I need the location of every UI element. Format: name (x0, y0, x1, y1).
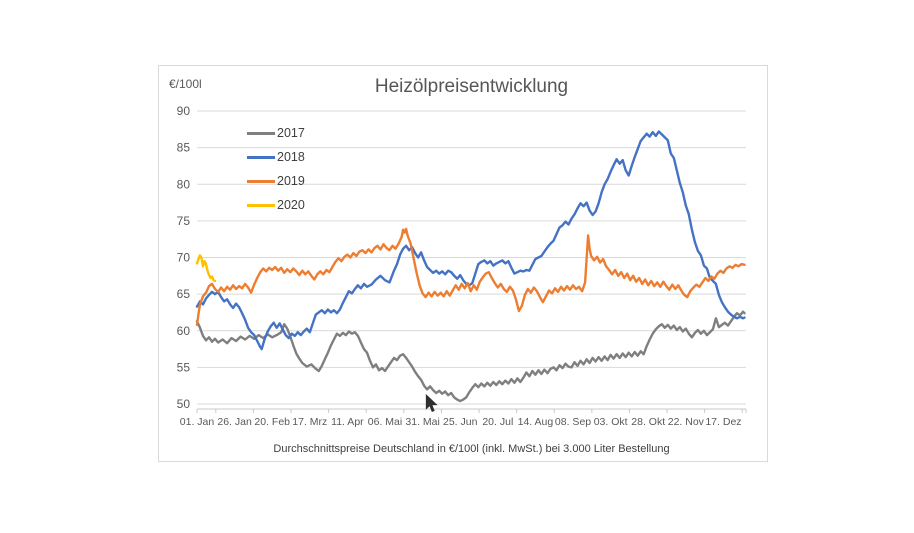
y-tick-label-65: 65 (177, 287, 191, 301)
legend-item-2018[interactable]: 2018 (247, 145, 305, 169)
y-tick-label-60: 60 (177, 324, 191, 338)
x-tick-label-6: 31. Mai (405, 416, 439, 428)
y-tick-label-85: 85 (177, 141, 191, 155)
series-line-2019[interactable] (195, 227, 746, 327)
chart-caption: Durchschnittspreise Deutschland in €/100… (273, 443, 670, 455)
x-tick-label-12: 28. Okt (631, 416, 665, 428)
legend-label-2020: 2020 (277, 198, 305, 212)
legend-line-sample-2019 (247, 179, 275, 183)
x-tick-label-11: 03. Okt (594, 416, 628, 428)
mouse-cursor (425, 394, 438, 412)
y-tick-label-50: 50 (177, 397, 191, 411)
series-line-2017[interactable] (195, 310, 746, 403)
y-tick-label-70: 70 (177, 251, 191, 265)
x-tick-label-4: 11. Apr (331, 416, 364, 428)
x-tick-label-2: 20. Feb (254, 416, 290, 428)
legend-label-2017: 2017 (277, 126, 305, 140)
legend-line-sample-2018 (247, 155, 275, 159)
x-tick-label-8: 20. Jul (482, 416, 513, 428)
x-tick-label-1: 26. Jan (217, 416, 252, 428)
x-tick-label-14: 17. Dez (705, 416, 741, 428)
x-tick-label-10: 08. Sep (555, 416, 591, 428)
chart-legend: 2017 2018 2019 2020 (247, 121, 305, 217)
x-tick-label-5: 06. Mai (368, 416, 402, 428)
legend-item-2017[interactable]: 2017 (247, 121, 305, 145)
series-line-2020[interactable] (195, 254, 217, 283)
y-axis-unit-label: €/100l (169, 77, 202, 91)
y-tick-label-80: 80 (177, 177, 191, 191)
chart-card: €/100l Heizölpreisentwicklung 90 85 80 75 70… (158, 65, 768, 462)
chart-title: Heizölpreisentwicklung (374, 76, 569, 97)
legend-line-sample-2020 (247, 203, 275, 207)
x-tick-label-3: 17. Mrz (292, 416, 327, 428)
x-tick-label-13: 22. Nov (668, 416, 705, 428)
x-tick-label-0: 01. Jan (180, 416, 215, 428)
x-tick-label-7: 25. Jun (443, 416, 478, 428)
legend-label-2019: 2019 (277, 174, 305, 188)
legend-line-sample-2017 (247, 131, 275, 135)
legend-item-2020[interactable]: 2020 (247, 193, 305, 217)
y-tick-label-90: 90 (177, 104, 191, 118)
y-tick-label-75: 75 (177, 214, 191, 228)
legend-item-2019[interactable]: 2019 (247, 169, 305, 193)
legend-label-2018: 2018 (277, 150, 305, 164)
series-line-2018[interactable] (195, 130, 746, 351)
y-tick-label-55: 55 (177, 360, 191, 374)
x-tick-label-9: 14. Aug (518, 416, 554, 428)
